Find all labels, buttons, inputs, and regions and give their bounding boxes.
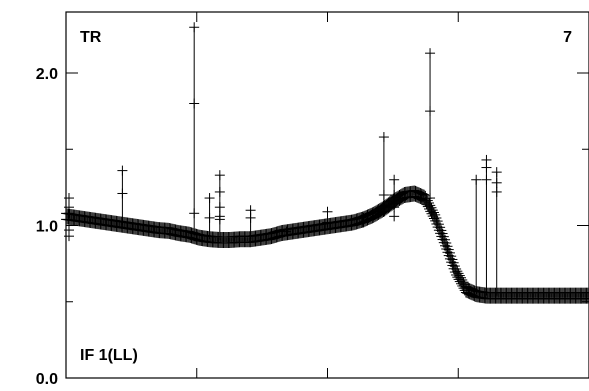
y-tick-label: 0.0 [36,371,58,388]
outlier-point [117,188,128,199]
outlier-point [281,226,292,237]
outlier-point [491,186,502,197]
outlier-point [425,193,436,204]
annotation-top-left: TR [80,29,102,46]
outlier-point [117,165,128,176]
outlier-point [245,205,256,216]
plot-frame [65,11,589,379]
outlier-point [481,174,492,185]
axis-ticks [66,12,589,379]
outlier-point [471,174,482,185]
outlier-point [322,206,333,217]
outlier-point [189,208,200,219]
outlier-point [378,206,389,217]
outlier-lines [121,27,498,296]
outlier-point [204,193,215,204]
y-tick-label: 1.0 [36,219,58,236]
annotation-top-right: 7 [563,29,572,46]
data-point [64,231,74,242]
outlier-point [204,212,215,223]
annotation-bottom-left: IF 1(LL) [80,347,138,364]
outlier-point [378,190,389,200]
outlier-point [322,217,333,228]
data-point [584,293,589,304]
outlier-point [389,190,400,200]
outlier-point [214,211,225,222]
outlier-point [425,48,436,59]
outlier-point [189,98,200,109]
y-axis-labels: 0.0 1.0 2.0 [36,66,58,388]
outlier-point [214,202,225,213]
data-points [61,22,589,304]
outlier-point [389,174,400,185]
outlier-point [481,154,492,165]
outlier-point [425,106,436,117]
outlier-point [491,177,502,188]
outlier-point [214,186,225,197]
outlier-point [189,22,200,33]
outlier-point [389,202,400,213]
outlier-point [491,167,502,178]
data-point [64,208,74,219]
y-tick-label: 2.0 [36,66,58,83]
outlier-point [358,212,369,223]
outlier-point [378,132,389,143]
data-point [64,193,74,204]
outlier-point [389,211,400,222]
data-point [584,287,589,298]
outlier-point [214,170,225,181]
